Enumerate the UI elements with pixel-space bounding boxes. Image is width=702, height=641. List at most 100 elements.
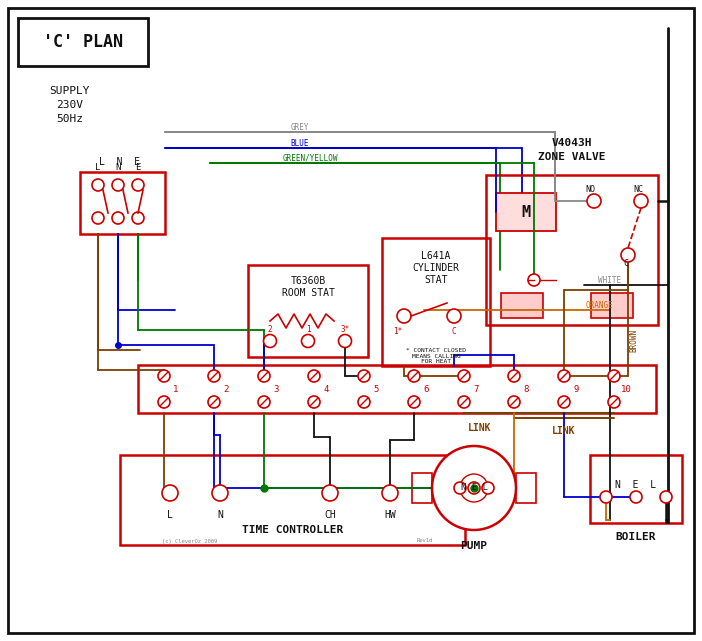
Circle shape	[382, 485, 398, 501]
Circle shape	[468, 482, 480, 494]
Circle shape	[397, 309, 411, 323]
Text: * CONTACT CLOSED
MEANS CALLING
FOR HEAT: * CONTACT CLOSED MEANS CALLING FOR HEAT	[406, 347, 466, 364]
Text: C: C	[623, 258, 628, 267]
Bar	[80, 172, 165, 234]
Text: 'C' PLAN: 'C' PLAN	[43, 33, 123, 51]
Circle shape	[508, 396, 520, 408]
Circle shape	[482, 482, 494, 494]
Text: WHITE: WHITE	[598, 276, 621, 285]
Bar	[516, 473, 536, 503]
Bar	[248, 265, 368, 357]
Circle shape	[447, 309, 461, 323]
Text: 7: 7	[473, 385, 479, 394]
Text: SUPPLY
230V
50Hz: SUPPLY 230V 50Hz	[50, 86, 91, 124]
Text: L: L	[95, 163, 100, 172]
Circle shape	[158, 396, 170, 408]
Circle shape	[408, 396, 420, 408]
Circle shape	[460, 474, 488, 502]
Text: E: E	[135, 163, 140, 172]
Circle shape	[454, 482, 466, 494]
Bar	[496, 193, 556, 231]
Bar	[382, 238, 490, 366]
Text: (c) CleverOz 2009: (c) CleverOz 2009	[162, 538, 218, 544]
Text: 1: 1	[173, 385, 179, 394]
Text: 4: 4	[324, 385, 329, 394]
Circle shape	[338, 335, 352, 347]
Circle shape	[660, 491, 672, 503]
Circle shape	[608, 396, 620, 408]
Text: 6: 6	[423, 385, 429, 394]
Text: TIME CONTROLLER: TIME CONTROLLER	[242, 525, 343, 535]
Circle shape	[608, 370, 620, 382]
Circle shape	[212, 485, 228, 501]
Bar	[18, 18, 148, 66]
Circle shape	[308, 370, 320, 382]
Circle shape	[92, 212, 104, 224]
Circle shape	[600, 491, 612, 503]
Bar	[486, 175, 658, 325]
Circle shape	[132, 179, 144, 191]
Text: C: C	[451, 326, 456, 335]
Circle shape	[112, 179, 124, 191]
Text: 8: 8	[523, 385, 529, 394]
Text: N E L: N E L	[461, 483, 487, 492]
Circle shape	[630, 491, 642, 503]
Circle shape	[558, 370, 570, 382]
Text: ORANGE: ORANGE	[586, 301, 614, 310]
Text: 2: 2	[223, 385, 229, 394]
Bar	[590, 455, 682, 523]
Circle shape	[301, 335, 314, 347]
Bar	[501, 293, 543, 318]
Circle shape	[621, 248, 635, 262]
Text: 2: 2	[267, 324, 272, 333]
Text: GREY: GREY	[291, 122, 310, 131]
Circle shape	[358, 396, 370, 408]
Circle shape	[587, 194, 601, 208]
Text: 9: 9	[574, 385, 578, 394]
Bar	[138, 365, 656, 413]
Circle shape	[162, 485, 178, 501]
Bar	[591, 293, 633, 318]
Circle shape	[258, 396, 270, 408]
Text: V4043H
ZONE VALVE: V4043H ZONE VALVE	[538, 138, 606, 162]
Circle shape	[208, 370, 220, 382]
Circle shape	[158, 370, 170, 382]
Bar	[412, 473, 432, 503]
Circle shape	[258, 370, 270, 382]
Text: 1: 1	[305, 324, 310, 333]
Text: Rev1d: Rev1d	[417, 538, 433, 544]
Text: L  N  E: L N E	[100, 157, 140, 167]
Circle shape	[358, 370, 370, 382]
Text: PUMP: PUMP	[461, 541, 487, 551]
Circle shape	[322, 485, 338, 501]
Circle shape	[92, 179, 104, 191]
Circle shape	[458, 370, 470, 382]
Circle shape	[308, 396, 320, 408]
Text: 3*: 3*	[340, 324, 350, 333]
Text: NO: NO	[585, 185, 595, 194]
Circle shape	[634, 194, 648, 208]
Text: N: N	[115, 163, 121, 172]
Circle shape	[508, 370, 520, 382]
Circle shape	[132, 212, 144, 224]
Text: T6360B
ROOM STAT: T6360B ROOM STAT	[282, 276, 334, 298]
Circle shape	[112, 212, 124, 224]
Text: GREEN/YELLOW: GREEN/YELLOW	[282, 153, 338, 163]
Text: 3: 3	[273, 385, 279, 394]
Text: 5: 5	[373, 385, 378, 394]
Circle shape	[558, 396, 570, 408]
Text: BROWN: BROWN	[630, 328, 639, 351]
Text: L: L	[167, 510, 173, 520]
Text: CH: CH	[324, 510, 336, 520]
Text: M: M	[522, 204, 531, 219]
Circle shape	[408, 370, 420, 382]
Text: 1*: 1*	[393, 326, 403, 335]
Circle shape	[263, 335, 277, 347]
Text: L641A
CYLINDER
STAT: L641A CYLINDER STAT	[413, 251, 460, 285]
Circle shape	[528, 274, 540, 286]
Text: LINK: LINK	[552, 426, 576, 436]
Text: BOILER: BOILER	[616, 532, 656, 542]
Text: BLUE: BLUE	[291, 138, 310, 147]
Text: HW: HW	[384, 510, 396, 520]
Circle shape	[432, 446, 516, 530]
